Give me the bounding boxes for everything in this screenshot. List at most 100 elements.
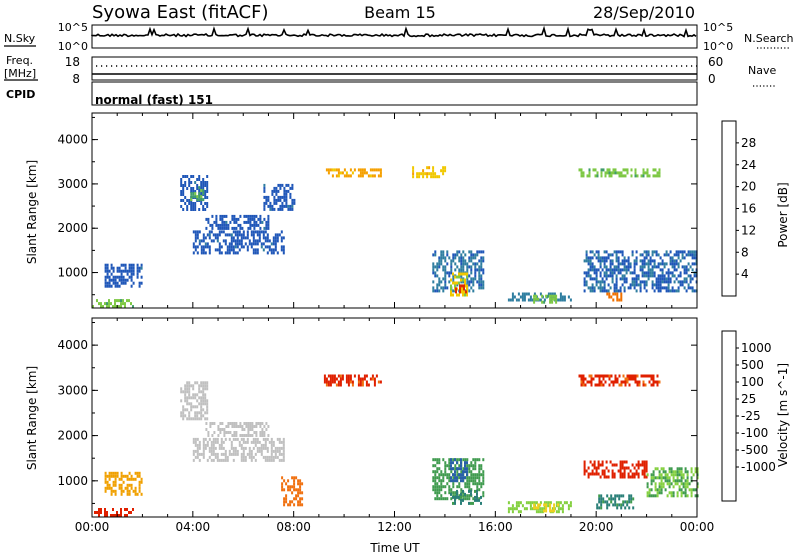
range-cell [476,476,479,480]
range-cell [295,497,298,501]
range-cell [460,467,462,471]
range-cell [626,377,629,381]
range-cell [283,500,286,504]
range-cell [200,417,203,421]
range-cell [657,274,660,278]
range-cell [363,168,366,172]
range-cell [623,289,626,293]
range-cell [132,489,135,493]
range-cell [454,262,457,266]
range-cell [265,220,268,224]
range-cell [685,289,688,293]
range-cell [349,380,352,384]
range-cell [654,467,657,471]
range-cell [452,495,454,499]
range-cell [221,428,224,431]
range-cell [587,256,590,260]
range-cell [273,189,276,193]
range-cell [235,422,238,425]
range-cell [600,503,603,507]
range-cell [687,286,690,290]
range-cell [645,280,648,284]
range-cell [668,479,671,483]
range-cell [608,171,611,175]
range-cell [249,220,252,224]
range-cell [124,474,127,478]
range-cell [297,503,300,507]
range-cell [669,280,672,284]
range-cell [598,383,601,387]
range-cell [249,223,252,227]
range-cell [642,374,645,378]
range-cell [649,274,652,278]
range-cell [436,476,439,480]
range-cell [682,485,685,489]
range-cell [557,510,560,514]
range-cell [128,511,130,514]
range-cell [293,497,296,501]
range-cell [525,501,528,505]
range-cell [438,479,441,483]
range-cell [270,449,273,453]
range-cell [460,274,463,278]
range-cell [285,198,288,202]
range-cell [412,166,415,170]
range-cell [684,470,687,474]
range-cell [219,431,222,434]
range-cell [675,253,678,257]
range-cell [184,202,187,205]
range-cell [517,504,520,508]
range-cell [198,396,201,400]
range-cell [369,174,372,178]
range-cell [234,233,237,237]
range-cell [669,277,672,281]
range-cell [466,464,469,468]
range-cell [198,190,201,193]
range-cell [611,271,614,275]
range-cell [659,286,662,290]
range-cell [450,467,452,471]
range-cell [650,476,653,480]
range-cell [184,384,187,388]
range-cell [120,272,123,276]
range-cell [472,473,475,477]
range-cell [273,201,276,205]
range-cell [614,292,617,296]
range-cell [210,446,213,450]
range-cell [456,293,458,297]
data-patch [533,503,560,513]
range-cell [231,226,234,230]
range-cell [460,495,462,499]
range-cell [583,280,586,284]
range-cell [200,251,203,255]
range-cell [108,278,111,282]
range-cell [130,302,132,306]
range-cell [180,178,183,181]
range-cell [217,434,220,437]
range-cell [482,476,485,480]
range-cell [291,183,294,187]
range-cell [478,470,481,474]
range-cell [436,274,439,278]
range-cell [593,286,596,290]
range-cell [601,280,604,284]
range-cell [675,262,678,266]
range-cell [200,239,203,243]
range-cell [196,437,199,441]
range-cell [259,431,262,434]
range-cell [551,292,554,296]
range-cell [432,464,435,468]
range-cell [436,482,439,486]
colorbar-tick-label: 1000 [741,341,772,355]
range-cell [606,506,609,510]
range-cell [464,458,467,462]
range-cell [444,256,447,260]
range-cell [619,289,622,293]
range-cell [620,292,623,296]
range-cell [299,485,302,489]
range-cell [680,494,683,498]
range-cell [365,380,368,384]
range-cell [412,169,415,173]
range-cell [591,289,594,293]
